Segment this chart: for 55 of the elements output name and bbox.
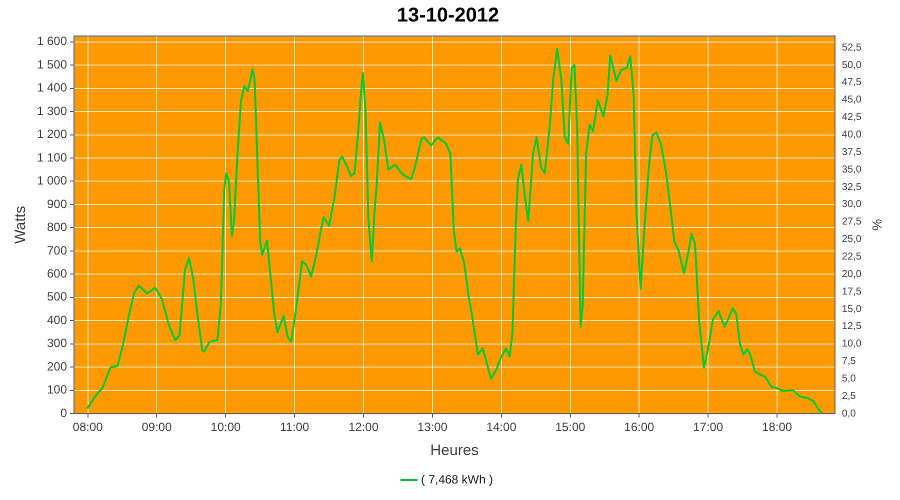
x-tick-label: 15:00 — [555, 420, 586, 434]
y-tick-label: 0 — [60, 406, 68, 420]
y2-tick-label: 40,0 — [842, 130, 862, 141]
y2-tick-label: 5,0 — [842, 373, 856, 384]
y2-tick-label: 30,0 — [842, 199, 862, 210]
y2-tick-label: 12,5 — [842, 321, 862, 332]
chart-title: 13-10-2012 — [396, 4, 500, 27]
y2-tick-label: 2,5 — [842, 390, 856, 402]
y-tick-label: 1 500 — [37, 57, 68, 72]
y2-tick-label: 20,0 — [842, 268, 862, 280]
y2-tick-label: 0,0 — [842, 408, 856, 420]
y-tick-label: 1 300 — [37, 104, 68, 118]
y-tick-label: 1 200 — [37, 127, 68, 142]
x-tick-label: 17:00 — [693, 420, 724, 434]
y2-tick-label: 37,5 — [842, 146, 862, 158]
x-tick-label: 12:00 — [348, 420, 379, 434]
y2-tick-label: 47,5 — [842, 77, 862, 88]
y-tick-label: 1 400 — [37, 80, 68, 95]
x-tick-label: 16:00 — [624, 420, 655, 434]
y-tick-label: 500 — [47, 290, 68, 304]
legend-label: ( 7,468 kWh ) — [420, 472, 494, 486]
y2-tick-label: 50,0 — [842, 60, 862, 71]
y2-tick-label: 32,5 — [842, 182, 862, 193]
y2-tick-label: 17,5 — [842, 286, 862, 298]
x-tick-label: 14:00 — [486, 420, 517, 434]
y2-tick-label: 15,0 — [842, 304, 862, 315]
y2-tick-label: 22,5 — [842, 252, 862, 263]
y-tick-label: 1 600 — [37, 34, 68, 48]
y-tick-label: 1 100 — [37, 150, 68, 164]
y-tick-label: 100 — [47, 382, 68, 397]
y2-axis-title: % — [870, 219, 885, 232]
y2-tick-label: 7,5 — [842, 356, 856, 368]
y-tick-label: 1 000 — [37, 174, 68, 188]
x-tick-label: 08:00 — [72, 420, 104, 434]
y2-tick-label: 10,0 — [842, 338, 862, 350]
y-tick-label: 900 — [47, 196, 68, 211]
y2-tick-label: 35,0 — [842, 164, 862, 176]
y2-tick-label: 27,5 — [842, 216, 862, 228]
x-tick-label: 10:00 — [210, 420, 241, 434]
x-tick-label: 09:00 — [142, 420, 172, 434]
y2-tick-label: 52,5 — [842, 42, 862, 54]
x-tick-label: 18:00 — [762, 420, 792, 434]
y-tick-label: 800 — [47, 220, 68, 234]
y-tick-label: 700 — [47, 243, 68, 258]
y2-tick-label: 45,0 — [842, 94, 862, 106]
y-axis-title: Watts — [12, 206, 30, 244]
x-axis-title: Heures — [430, 442, 479, 460]
x-tick-label: 13:00 — [417, 420, 448, 434]
y-tick-label: 400 — [47, 312, 68, 327]
y2-tick-label: 42,5 — [842, 112, 862, 124]
y2-tick-label: 25,0 — [842, 234, 862, 246]
x-tick-label: 11:00 — [280, 420, 310, 434]
y-tick-label: 200 — [47, 359, 68, 374]
y-tick-label: 600 — [47, 266, 68, 280]
y-tick-label: 300 — [47, 336, 68, 350]
